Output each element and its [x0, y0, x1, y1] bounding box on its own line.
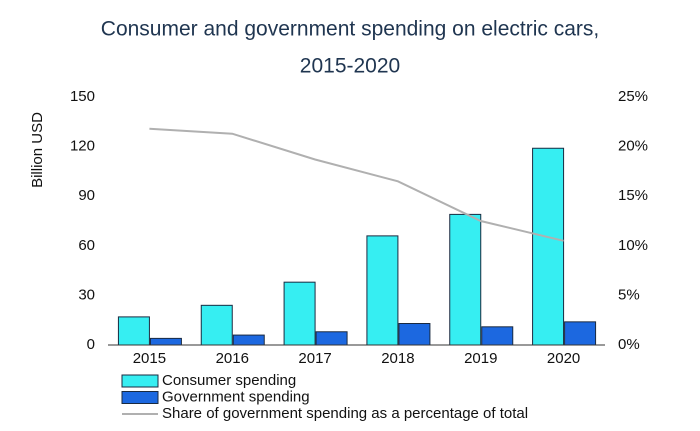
bar [149, 337, 182, 346]
bar [315, 331, 348, 346]
bar [449, 213, 482, 346]
legend-label: Consumer spending [162, 372, 296, 389]
bar [200, 304, 233, 346]
bar [366, 235, 399, 346]
y-tick-label: 120 [70, 138, 95, 155]
x-tick-label: 2018 [381, 350, 414, 367]
bar [232, 334, 265, 346]
y-tick-label: 90 [78, 187, 95, 204]
legend-swatch [121, 374, 159, 388]
y-tick-label: 30 [78, 286, 95, 303]
x-tick-label: 2020 [547, 350, 580, 367]
y2-tick-label: 20% [618, 138, 648, 155]
line [149, 127, 564, 242]
legend-label: Share of government spending as a percen… [162, 405, 528, 422]
y-axis-label: Billion USD [29, 112, 46, 188]
y-tick-label: 150 [70, 88, 95, 105]
x-tick-label: 2019 [464, 350, 497, 367]
bar [117, 316, 150, 346]
y-tick-label: 60 [78, 237, 95, 254]
y2-tick-label: 10% [618, 237, 648, 254]
legend-label: Government spending [162, 388, 310, 405]
x-tick-label: 2015 [133, 350, 166, 367]
bar [481, 326, 514, 346]
legend-swatch [121, 391, 159, 404]
bar [564, 321, 597, 346]
y2-tick-label: 15% [618, 187, 648, 204]
chart-title: Consumer and government spending on elec… [101, 18, 599, 41]
chart-title: 2015-2020 [300, 55, 400, 78]
y2-tick-label: 25% [618, 88, 648, 105]
bar [532, 147, 565, 346]
x-tick-label: 2017 [298, 350, 331, 367]
bar [398, 323, 431, 346]
bar [283, 281, 316, 346]
y2-tick-label: 5% [618, 286, 640, 303]
x-tick-label: 2016 [216, 350, 249, 367]
y-tick-label: 0 [87, 336, 95, 353]
y2-tick-label: 0% [618, 336, 640, 353]
